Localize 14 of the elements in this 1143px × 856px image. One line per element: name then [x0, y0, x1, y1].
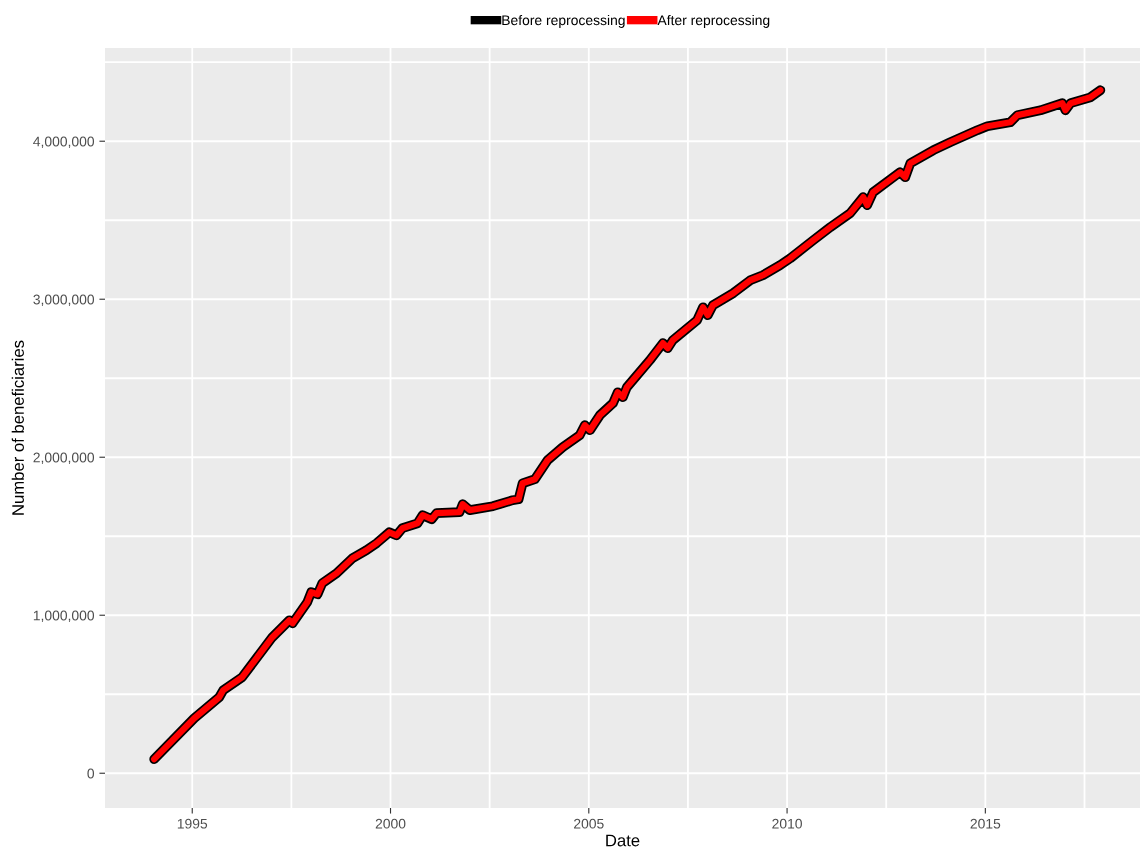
- x-tick-label: 2010: [772, 818, 802, 829]
- y-tick-label: 0: [87, 768, 95, 779]
- legend-label: Before reprocessing: [502, 14, 625, 28]
- x-tick-label: 2000: [375, 818, 406, 829]
- legend-label: After reprocessing: [657, 14, 770, 28]
- y-tick-label: 2,000,000: [33, 452, 95, 465]
- x-tick-label: 1995: [177, 818, 208, 829]
- x-tick-label: 2005: [574, 818, 604, 829]
- y-tick-label: 1,000,000: [33, 610, 95, 623]
- x-tick-label: 2015: [970, 818, 1001, 829]
- y-axis-title: Number of beneficiaries: [11, 340, 24, 515]
- x-axis-title: Date: [606, 834, 640, 847]
- y-tick-label: 4,000,000: [33, 136, 95, 149]
- y-tick-label: 3,000,000: [33, 294, 95, 307]
